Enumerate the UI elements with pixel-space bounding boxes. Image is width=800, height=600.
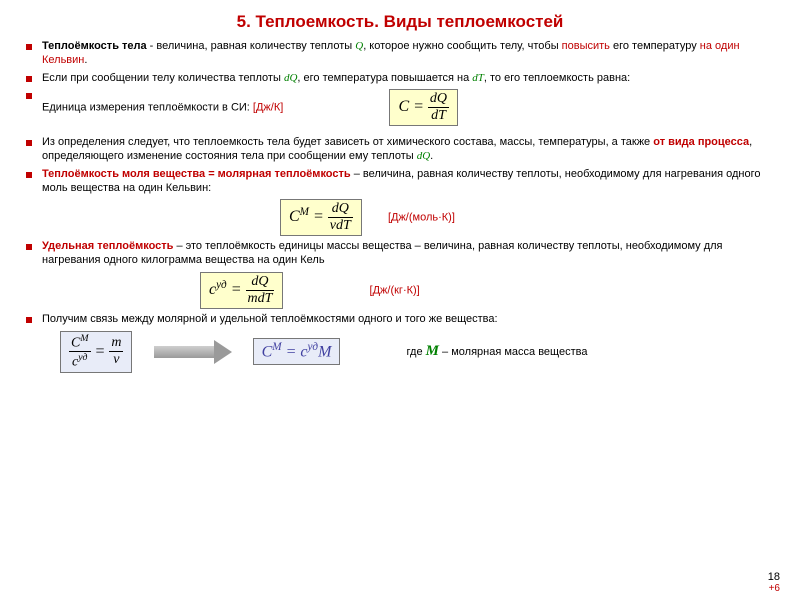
unit-specific: [Дж/(кг·К)]	[370, 284, 420, 296]
bullet-6: Удельная теплоёмкость – это теплоёмкость…	[20, 240, 780, 268]
title-number: 5.	[237, 12, 251, 31]
formula-result: CM = cудM	[253, 338, 341, 364]
bullet-2: Если при сообщении телу количества тепло…	[20, 72, 780, 86]
bullet-list-3: Удельная теплоёмкость – это теплоёмкость…	[20, 240, 780, 268]
bullet-4: Из определения следует, что теплоемкость…	[20, 136, 780, 164]
page-plus: +6	[768, 583, 780, 594]
title-text: Теплоемкость. Виды теплоемкостей	[256, 12, 564, 31]
bullet-3: Единица измерения теплоёмкости в СИ: [Дж…	[20, 89, 780, 126]
arrow-icon	[154, 340, 232, 364]
bullet-5: Теплоёмкость моля вещества = молярная те…	[20, 168, 780, 196]
bullet-list-2: Из определения следует, что теплоемкость…	[20, 136, 780, 195]
formula-row-molar: CM = dQνdT [Дж/(моль·К)]	[280, 199, 780, 236]
formula-ratio: CM cуд = mν	[60, 331, 132, 373]
formula-row-relation: CM cуд = mν CM = cудM где M – молярная м…	[60, 331, 780, 373]
formula-cud: cуд = dQmdT	[200, 272, 283, 309]
unit-molar: [Дж/(моль·К)]	[388, 212, 455, 224]
bullet-list-4: Получим связь между молярной и удельной …	[20, 313, 780, 327]
page-number: 18	[768, 571, 780, 583]
formula-c: C = dQdT	[389, 89, 458, 126]
where-text: где M – молярная масса вещества	[407, 346, 588, 358]
formula-cm: CM = dQνdT	[280, 199, 362, 236]
bullet-list: Теплоёмкость тела - величина, равная кол…	[20, 40, 780, 126]
formula-row-specific: cуд = dQmdT [Дж/(кг·К)]	[200, 272, 780, 309]
footer: 18 +6	[768, 571, 780, 594]
bullet-7: Получим связь между молярной и удельной …	[20, 313, 780, 327]
bullet-1: Теплоёмкость тела - величина, равная кол…	[20, 40, 780, 68]
slide-title: 5. Теплоемкость. Виды теплоемкостей	[20, 12, 780, 32]
